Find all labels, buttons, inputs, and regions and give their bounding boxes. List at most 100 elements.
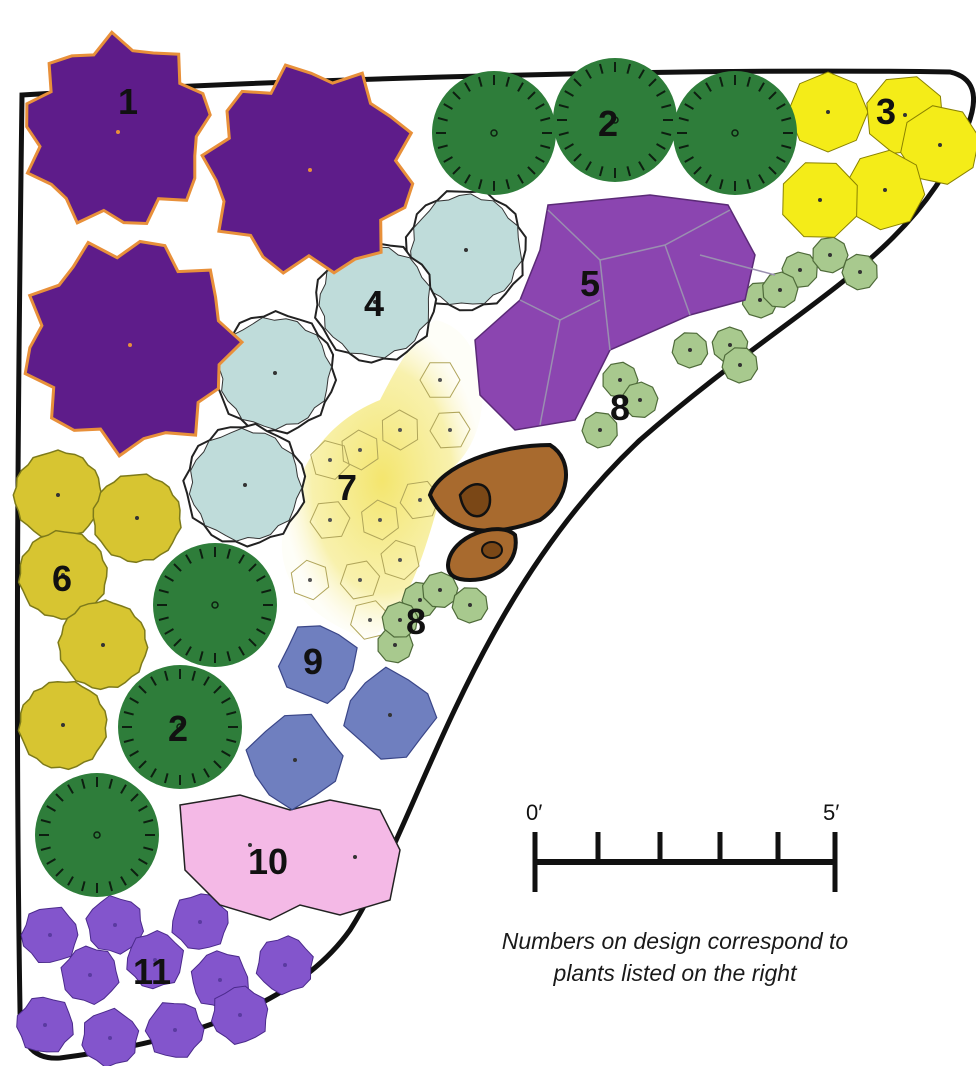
plant-2-tick — [693, 91, 702, 100]
plant-2-tick — [261, 616, 272, 621]
plant-2-tick — [768, 91, 777, 100]
plant-center-dot — [243, 483, 247, 487]
plant-2-tick — [705, 82, 712, 92]
plant-2-tick — [638, 161, 645, 171]
caption: Numbers on design correspond to plants l… — [501, 928, 849, 986]
plant-2-tick — [478, 179, 483, 190]
plant-center-dot — [798, 268, 802, 272]
plant-2-tick — [261, 589, 272, 594]
plant-2-tick — [527, 91, 536, 100]
plant-9-shrub — [245, 713, 344, 811]
plant-center-dot — [758, 298, 762, 302]
plant-center-dot — [688, 348, 692, 352]
plant-center-dot — [353, 855, 357, 859]
plant-7-clump — [309, 501, 351, 539]
plant-center-dot — [728, 343, 732, 347]
plant-center-dot — [198, 920, 202, 924]
plant-2-tick — [67, 784, 74, 794]
plant-2-tick — [123, 738, 134, 743]
plant-center-dot — [468, 603, 472, 607]
plant-2-tick — [517, 174, 524, 184]
plant-center-dot — [283, 963, 287, 967]
plant-7-drift — [281, 320, 483, 640]
plant-2-tick — [638, 69, 645, 79]
plant-2-tick — [130, 793, 139, 802]
plant-2-tick — [120, 876, 127, 886]
plant-center-dot — [113, 923, 117, 927]
plant-2-tick — [564, 90, 574, 97]
plant-2-tick — [120, 784, 127, 794]
plant-2-tick — [719, 179, 724, 190]
plant-2-tick — [478, 76, 483, 87]
plant-2-tick — [226, 711, 237, 716]
boulder-detail — [481, 541, 503, 559]
plant-2-tick — [213, 760, 222, 769]
plant-2-tick — [705, 174, 712, 184]
plant-center-dot — [373, 300, 377, 304]
plant-center-dot — [238, 1013, 242, 1017]
plant-2-tick — [164, 575, 174, 582]
plant-2-tick — [535, 103, 545, 110]
scale-end-label: 5′ — [823, 800, 839, 825]
plant-2-tick — [143, 846, 154, 851]
plant-center-dot — [248, 843, 252, 847]
plant-group-7 — [281, 320, 483, 640]
plant-2-tick — [173, 638, 182, 647]
plant-center-dot — [828, 253, 832, 257]
plant-2-tick — [517, 82, 524, 92]
plant-2-tick — [138, 760, 147, 769]
plant-center-dot — [43, 1023, 47, 1027]
plant-center-dot — [398, 618, 402, 622]
plant-2-tick — [776, 103, 786, 110]
plant-center-dot — [778, 288, 782, 292]
plant-2-tick — [564, 143, 574, 150]
plant-2-tick — [437, 117, 448, 122]
plant-7-clump — [341, 429, 379, 471]
plant-label-7: 7 — [337, 467, 357, 508]
plant-center-dot — [211, 601, 219, 609]
plant-group-11 — [16, 893, 314, 1066]
plant-center-dot — [448, 428, 452, 432]
plant-2-tick — [661, 104, 672, 109]
plant-2-tick — [540, 117, 551, 122]
plant-center-dot — [464, 248, 468, 252]
plant-2-tick — [558, 104, 569, 109]
plant-2-tick — [661, 131, 672, 136]
plant-2-tree — [35, 773, 159, 897]
plant-group-3 — [782, 71, 976, 238]
plant-2-tick — [150, 768, 157, 778]
plant-2-tick — [138, 858, 148, 865]
scale-bar: 0′ 5′ — [526, 800, 839, 892]
plant-2-tick — [199, 651, 204, 662]
plant-2-tick — [213, 685, 222, 694]
plant-2-tick — [173, 563, 182, 572]
plant-2-tick — [452, 91, 461, 100]
plant-10-shrub — [179, 794, 401, 921]
plant-center-dot — [938, 143, 942, 147]
plant-2-tick — [221, 697, 231, 704]
plant-7-clump — [361, 499, 399, 541]
plant-2-tick — [781, 117, 792, 122]
plant-2-tick — [138, 805, 148, 812]
plant-center-dot — [618, 378, 622, 382]
plant-2-tick — [46, 858, 56, 865]
plant-2-tick — [678, 144, 689, 149]
plant-2-tick — [108, 881, 113, 892]
plant-center-dot — [490, 129, 498, 137]
plant-2-tree — [673, 71, 797, 195]
plant-2-tick — [256, 575, 266, 582]
plant-2-tick — [693, 166, 702, 175]
boulder-small — [445, 527, 518, 583]
plant-2-tick — [55, 868, 64, 877]
plant-center-dot — [273, 371, 277, 375]
plant-group-4 — [182, 190, 527, 548]
plant-2-tick — [443, 103, 453, 110]
plant-2-tick — [540, 144, 551, 149]
plant-center-dot — [858, 270, 862, 274]
plant-center-dot — [308, 578, 312, 582]
plant-2-tick — [599, 63, 604, 74]
plant-group-1 — [23, 30, 415, 458]
plant-label-2-top: 2 — [598, 103, 618, 144]
plant-2-tick — [191, 670, 196, 681]
boulder-group — [427, 442, 568, 583]
